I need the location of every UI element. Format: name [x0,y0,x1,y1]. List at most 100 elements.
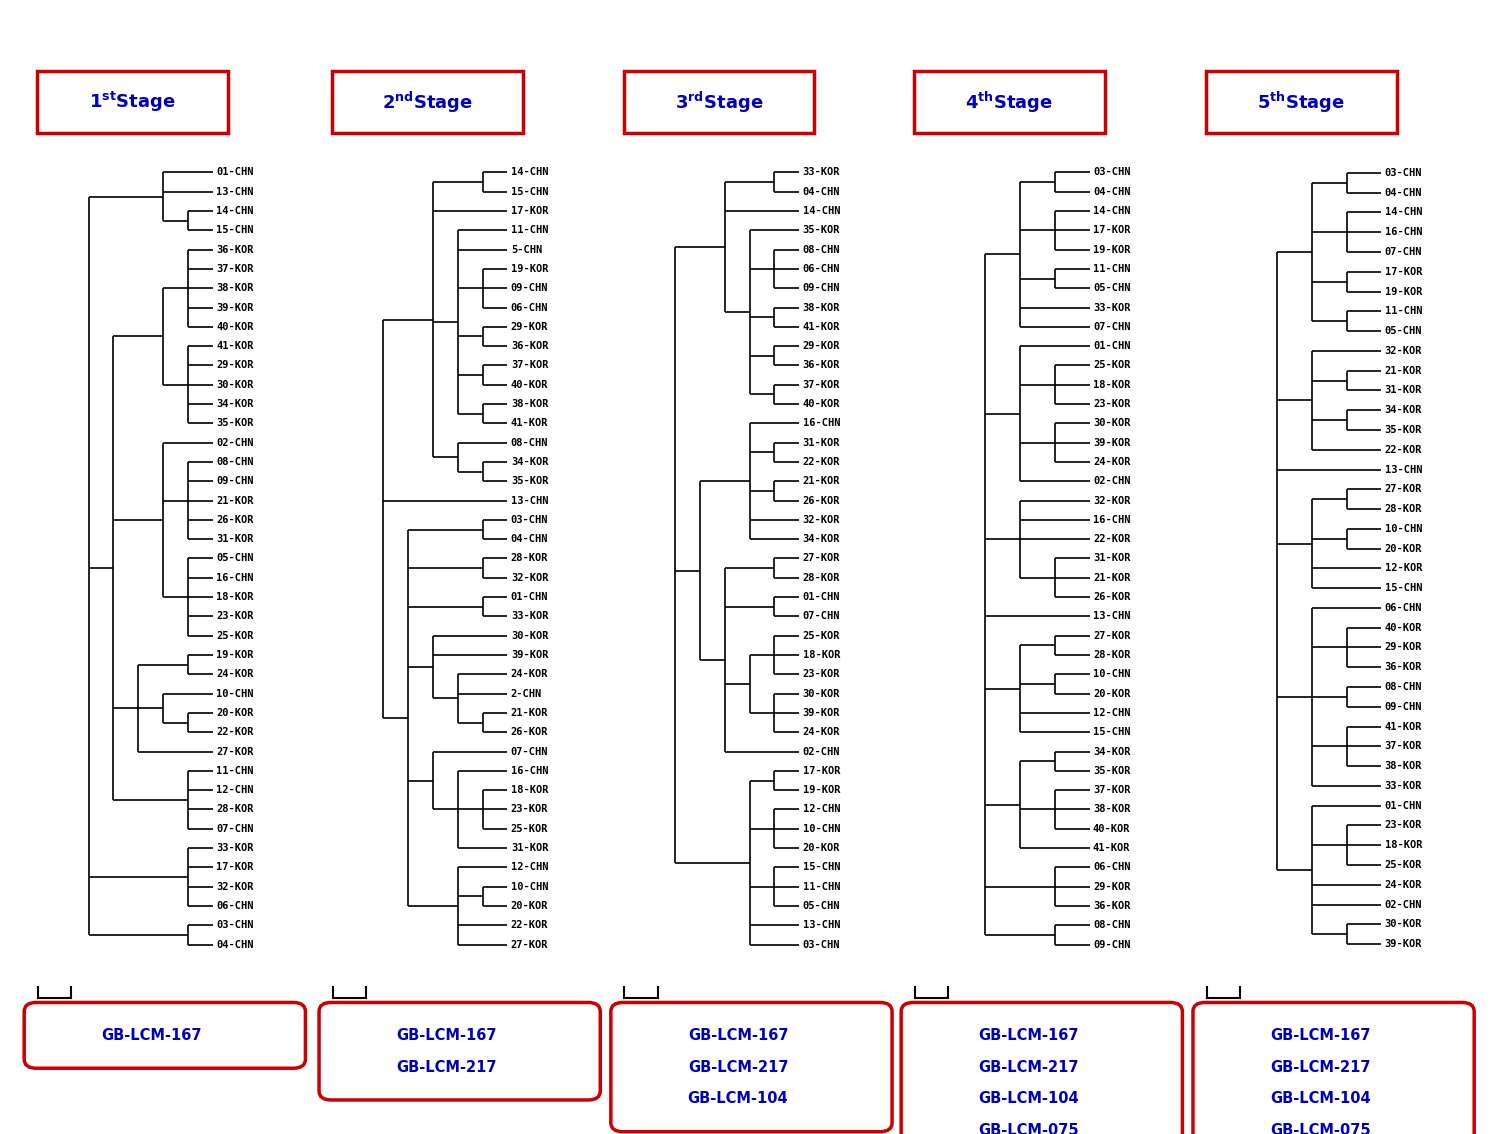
Text: 31-KOR: 31-KOR [511,843,549,853]
Text: 17-KOR: 17-KOR [216,862,254,872]
Text: 38-KOR: 38-KOR [803,303,841,313]
Text: 21-KOR: 21-KOR [1093,573,1131,583]
Text: 21-KOR: 21-KOR [1385,365,1423,375]
Text: 16-CHN: 16-CHN [1093,515,1131,525]
Text: 41-KOR: 41-KOR [511,418,549,429]
Text: 12-CHN: 12-CHN [511,862,549,872]
Text: 14-CHN: 14-CHN [1093,206,1131,215]
Text: 27-KOR: 27-KOR [511,940,549,949]
Text: 26-KOR: 26-KOR [511,727,549,737]
Text: 27-KOR: 27-KOR [216,746,254,756]
Text: 41-KOR: 41-KOR [1093,843,1131,853]
Text: 32-KOR: 32-KOR [216,881,254,891]
Text: 02-CHN: 02-CHN [1385,899,1423,909]
Text: GB-LCM-217: GB-LCM-217 [396,1059,496,1075]
Text: GB-LCM-167: GB-LCM-167 [1270,1027,1370,1043]
Text: 2$^{\mathbf{nd}}$Stage: 2$^{\mathbf{nd}}$Stage [381,90,473,115]
Text: 37-KOR: 37-KOR [1385,742,1423,752]
Text: 20-KOR: 20-KOR [1093,688,1131,699]
Text: 32-KOR: 32-KOR [1093,496,1131,506]
Text: 13-CHN: 13-CHN [216,187,254,196]
Text: 05-CHN: 05-CHN [216,553,254,564]
Text: 19-KOR: 19-KOR [511,264,549,274]
Text: GB-LCM-217: GB-LCM-217 [1270,1059,1370,1075]
Text: 25-KOR: 25-KOR [511,823,549,833]
Text: 07-CHN: 07-CHN [511,746,549,756]
Text: 32-KOR: 32-KOR [803,515,841,525]
Text: 06-CHN: 06-CHN [1093,862,1131,872]
Text: 34-KOR: 34-KOR [216,399,254,409]
Text: 13-CHN: 13-CHN [1385,465,1423,474]
Text: 19-KOR: 19-KOR [216,650,254,660]
Text: 28-KOR: 28-KOR [803,573,841,583]
Text: 20-KOR: 20-KOR [1385,543,1423,553]
Text: 06-CHN: 06-CHN [511,303,549,313]
Text: 28-KOR: 28-KOR [1093,650,1131,660]
Text: 15-CHN: 15-CHN [1093,727,1131,737]
Text: 05-CHN: 05-CHN [1093,284,1131,294]
Text: 11-CHN: 11-CHN [803,881,841,891]
Text: 22-KOR: 22-KOR [1093,534,1131,544]
Text: GB-LCM-075: GB-LCM-075 [978,1123,1078,1134]
Text: 0.1: 0.1 [915,1007,934,1019]
Text: 34-KOR: 34-KOR [1093,746,1131,756]
Text: 0.1: 0.1 [38,1007,57,1019]
Text: 38-KOR: 38-KOR [511,399,549,409]
Text: GB-LCM-217: GB-LCM-217 [688,1059,788,1075]
Text: 11-CHN: 11-CHN [511,226,549,236]
Text: 25-KOR: 25-KOR [803,631,841,641]
Text: 28-KOR: 28-KOR [216,804,254,814]
Text: 03-CHN: 03-CHN [511,515,549,525]
Text: 10-CHN: 10-CHN [511,881,549,891]
Text: 15-CHN: 15-CHN [803,862,841,872]
Text: 36-KOR: 36-KOR [803,361,841,371]
Text: 13-CHN: 13-CHN [803,921,841,930]
Text: 25-KOR: 25-KOR [216,631,254,641]
Text: 10-CHN: 10-CHN [803,823,841,833]
Text: 26-KOR: 26-KOR [803,496,841,506]
Text: 21-KOR: 21-KOR [803,476,841,486]
Text: 11-CHN: 11-CHN [1093,264,1131,274]
Text: 26-KOR: 26-KOR [1093,592,1131,602]
Text: 31-KOR: 31-KOR [1093,553,1131,564]
Text: 40-KOR: 40-KOR [1385,623,1423,633]
Text: GB-LCM-217: GB-LCM-217 [978,1059,1078,1075]
Text: 10-CHN: 10-CHN [216,688,254,699]
Text: 33-KOR: 33-KOR [1093,303,1131,313]
Text: 13-CHN: 13-CHN [1093,611,1131,621]
Text: 36-KOR: 36-KOR [511,341,549,352]
Text: 30-KOR: 30-KOR [216,380,254,390]
Text: 22-KOR: 22-KOR [1385,445,1423,455]
Text: 09-CHN: 09-CHN [803,284,841,294]
Text: 33-KOR: 33-KOR [803,168,841,177]
Text: 33-KOR: 33-KOR [216,843,254,853]
Text: 22-KOR: 22-KOR [511,921,549,930]
Text: 36-KOR: 36-KOR [1093,902,1131,911]
Text: GB-LCM-167: GB-LCM-167 [688,1027,788,1043]
Text: 37-KOR: 37-KOR [803,380,841,390]
Text: 26-KOR: 26-KOR [216,515,254,525]
Text: 06-CHN: 06-CHN [216,902,254,911]
Text: 39-KOR: 39-KOR [511,650,549,660]
Text: 13-CHN: 13-CHN [511,496,549,506]
Text: 5-CHN: 5-CHN [511,245,543,255]
Text: 16-CHN: 16-CHN [1385,227,1423,237]
Text: 35-KOR: 35-KOR [1093,765,1131,776]
Text: 20-KOR: 20-KOR [511,902,549,911]
Text: 08-CHN: 08-CHN [803,245,841,255]
Text: 2-CHN: 2-CHN [511,688,543,699]
Text: 27-KOR: 27-KOR [1385,484,1423,494]
Text: 01-CHN: 01-CHN [511,592,549,602]
Text: 31-KOR: 31-KOR [803,438,841,448]
Text: 32-KOR: 32-KOR [511,573,549,583]
Text: 09-CHN: 09-CHN [511,284,549,294]
Text: 07-CHN: 07-CHN [803,611,841,621]
Text: 24-KOR: 24-KOR [803,727,841,737]
Text: GB-LCM-167: GB-LCM-167 [978,1027,1078,1043]
Text: 41-KOR: 41-KOR [216,341,254,352]
Text: 37-KOR: 37-KOR [511,361,549,371]
Text: 38-KOR: 38-KOR [1093,804,1131,814]
Text: 35-KOR: 35-KOR [1385,425,1423,435]
Text: 0.05: 0.05 [1207,1007,1235,1019]
Text: 14-CHN: 14-CHN [803,206,841,215]
